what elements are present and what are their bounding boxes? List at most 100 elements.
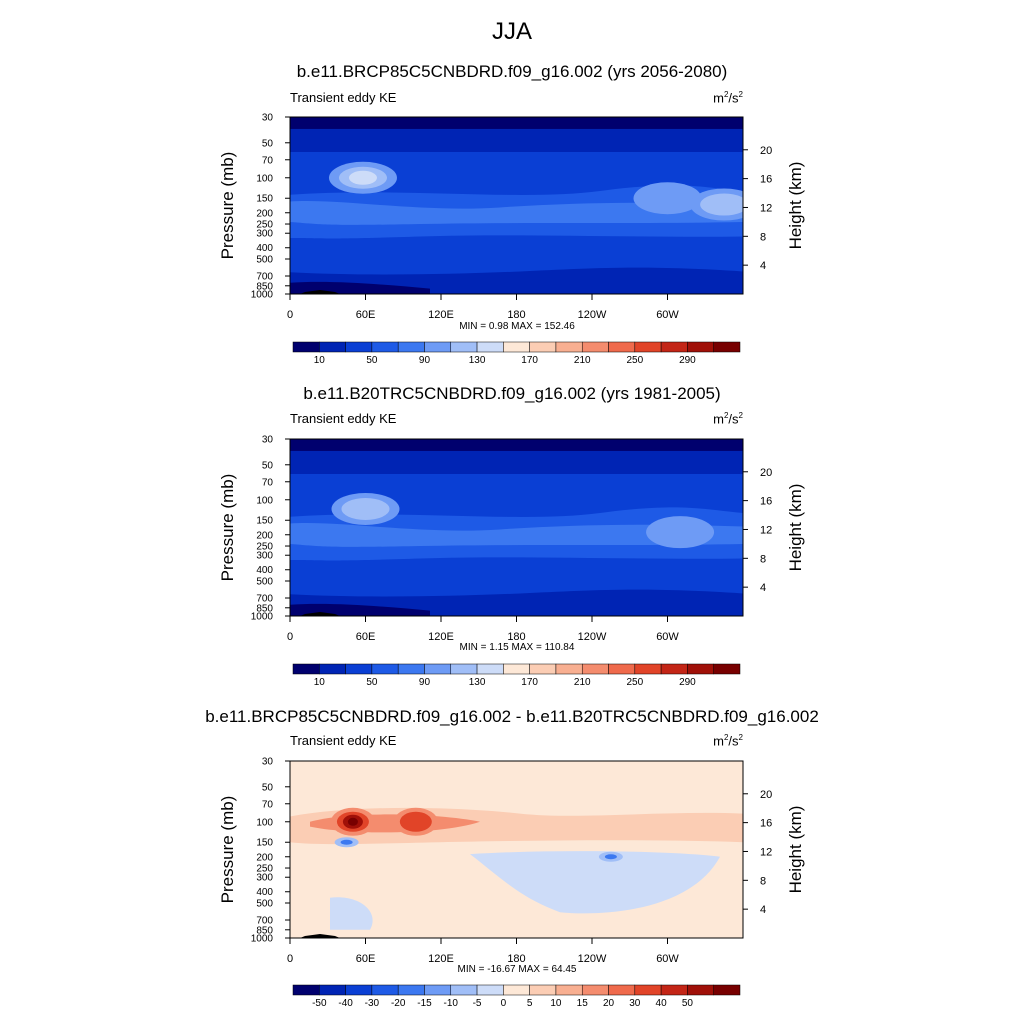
- y-tick-label: 250: [256, 864, 273, 875]
- colorbar-swatch: [608, 341, 636, 353]
- colorbar-swatch: [687, 341, 714, 353]
- y-tick-label: 70: [262, 799, 274, 810]
- y-right-tick-label: 12: [760, 846, 772, 858]
- x-tick-label: 60W: [656, 309, 679, 321]
- contour-field-3: [290, 761, 743, 938]
- y-tick-label: 500: [256, 577, 273, 588]
- colorbar-label: -40: [338, 998, 353, 1009]
- y-tick-label: 1000: [251, 290, 274, 301]
- colorbar-swatch: [371, 341, 399, 353]
- colorbar-swatch: [581, 984, 609, 996]
- band-jet: [290, 523, 743, 547]
- band-top: [290, 439, 743, 451]
- y-right-tick-label: 20: [760, 145, 772, 157]
- panel-2-units: m2/s2: [713, 411, 743, 427]
- feature-4-ring-2: [604, 854, 617, 860]
- panel-1-units: m2/s2: [713, 90, 743, 106]
- panel-1-minmax: MIN = 0.98 MAX = 152.46: [459, 321, 575, 332]
- colorbar-swatch: [371, 663, 399, 675]
- colorbar-label: 40: [656, 998, 668, 1009]
- colorbar-label: 10: [314, 355, 326, 366]
- colorbar-swatch: [424, 341, 452, 353]
- x-tick-label: 120E: [428, 953, 454, 965]
- colorbar-swatch: [476, 984, 504, 996]
- colorbar-label: 10: [314, 677, 326, 688]
- y-right-tick-label: 4: [760, 904, 766, 916]
- colorbar-swatch: [397, 663, 425, 675]
- feature-3-ring-2: [700, 193, 743, 216]
- y-right-tick-label: 20: [760, 789, 772, 801]
- y-tick-label: 1000: [251, 934, 274, 945]
- y-right-tick-label: 8: [760, 231, 766, 243]
- y-tick-label: 250: [256, 542, 273, 553]
- colorbar-swatch: [660, 663, 688, 675]
- colorbar-swatch: [634, 341, 662, 353]
- x-tick-label: 60W: [656, 631, 679, 643]
- colorbar-label: -15: [417, 998, 432, 1009]
- panel-2-minmax: MIN = 1.15 MAX = 110.84: [459, 642, 575, 653]
- y-right-tick-label: 4: [760, 260, 766, 272]
- y-tick-label: 150: [256, 194, 273, 205]
- y-right-tick-label: 20: [760, 467, 772, 479]
- colorbar-label: 290: [679, 677, 696, 688]
- colorbar-label: 130: [469, 355, 486, 366]
- y-tick-label: 100: [256, 173, 273, 184]
- y-tick-label: 70: [262, 155, 274, 166]
- y-right-tick-label: 12: [760, 524, 772, 536]
- y-tick-label: 400: [256, 887, 273, 898]
- y-tick-label: 150: [256, 516, 273, 527]
- colorbar-swatch: [450, 984, 478, 996]
- colorbar-label: 250: [626, 677, 643, 688]
- colorbar-swatch: [555, 341, 583, 353]
- y-tick-label: 300: [256, 873, 273, 884]
- panel-1-field-label: Transient eddy KE: [290, 90, 397, 105]
- y-axis-title: Pressure (mb): [218, 474, 237, 582]
- chart-panel-3: 3050701001502002503004005007008501000201…: [218, 757, 805, 1010]
- y-tick-label: 400: [256, 243, 273, 254]
- colorbar-label: 210: [574, 677, 591, 688]
- feature-1-ring-4: [347, 817, 358, 826]
- x-tick-label: 120W: [578, 953, 607, 965]
- y-tick-label: 200: [256, 852, 273, 863]
- y-tick-label: 500: [256, 899, 273, 910]
- figure-title: JJA: [491, 18, 532, 45]
- colorbar-swatch: [319, 341, 346, 353]
- colorbar-swatch: [476, 341, 504, 353]
- colorbar-swatch: [450, 341, 478, 353]
- colorbar-label: 250: [626, 355, 643, 366]
- y-tick-label: 300: [256, 551, 273, 562]
- colorbar-swatch: [371, 984, 399, 996]
- colorbar-label: 0: [501, 998, 507, 1009]
- colorbar-label: 10: [550, 998, 562, 1009]
- colorbar-swatch: [503, 663, 530, 675]
- y-tick-label: 100: [256, 817, 273, 828]
- y-tick-label: 250: [256, 220, 273, 231]
- feature-2-ring-2: [399, 811, 432, 832]
- colorbar-swatch: [450, 663, 478, 675]
- y-tick-label: 700: [256, 271, 273, 282]
- colorbar-swatch: [713, 663, 741, 675]
- colorbar-swatch: [608, 663, 636, 675]
- colorbar-label: -50: [312, 998, 327, 1009]
- colorbar-swatch: [503, 984, 530, 996]
- colorbar-label: 20: [603, 998, 615, 1009]
- topography: [300, 612, 340, 616]
- y-tick-label: 30: [262, 113, 274, 124]
- topography: [300, 290, 340, 294]
- band-cool: [470, 851, 720, 914]
- colorbar-swatch: [424, 663, 452, 675]
- x-tick-label: 120E: [428, 631, 454, 643]
- y-axis-title: Pressure (mb): [218, 152, 237, 260]
- colorbar-label: 50: [366, 677, 378, 688]
- x-tick-label: 60E: [356, 309, 376, 321]
- colorbar-swatch: [503, 341, 530, 353]
- y-tick-label: 500: [256, 255, 273, 266]
- colorbar-label: 30: [629, 998, 641, 1009]
- y-tick-label: 300: [256, 229, 273, 240]
- panel-3-title: b.e11.BRCP85C5CNBDRD.f09_g16.002 - b.e11…: [205, 707, 819, 726]
- y-tick-label: 850: [256, 925, 273, 936]
- colorbar-swatch: [319, 984, 346, 996]
- y-tick-label: 70: [262, 477, 274, 488]
- y-right-tick-label: 4: [760, 582, 766, 594]
- x-tick-label: 120W: [578, 309, 607, 321]
